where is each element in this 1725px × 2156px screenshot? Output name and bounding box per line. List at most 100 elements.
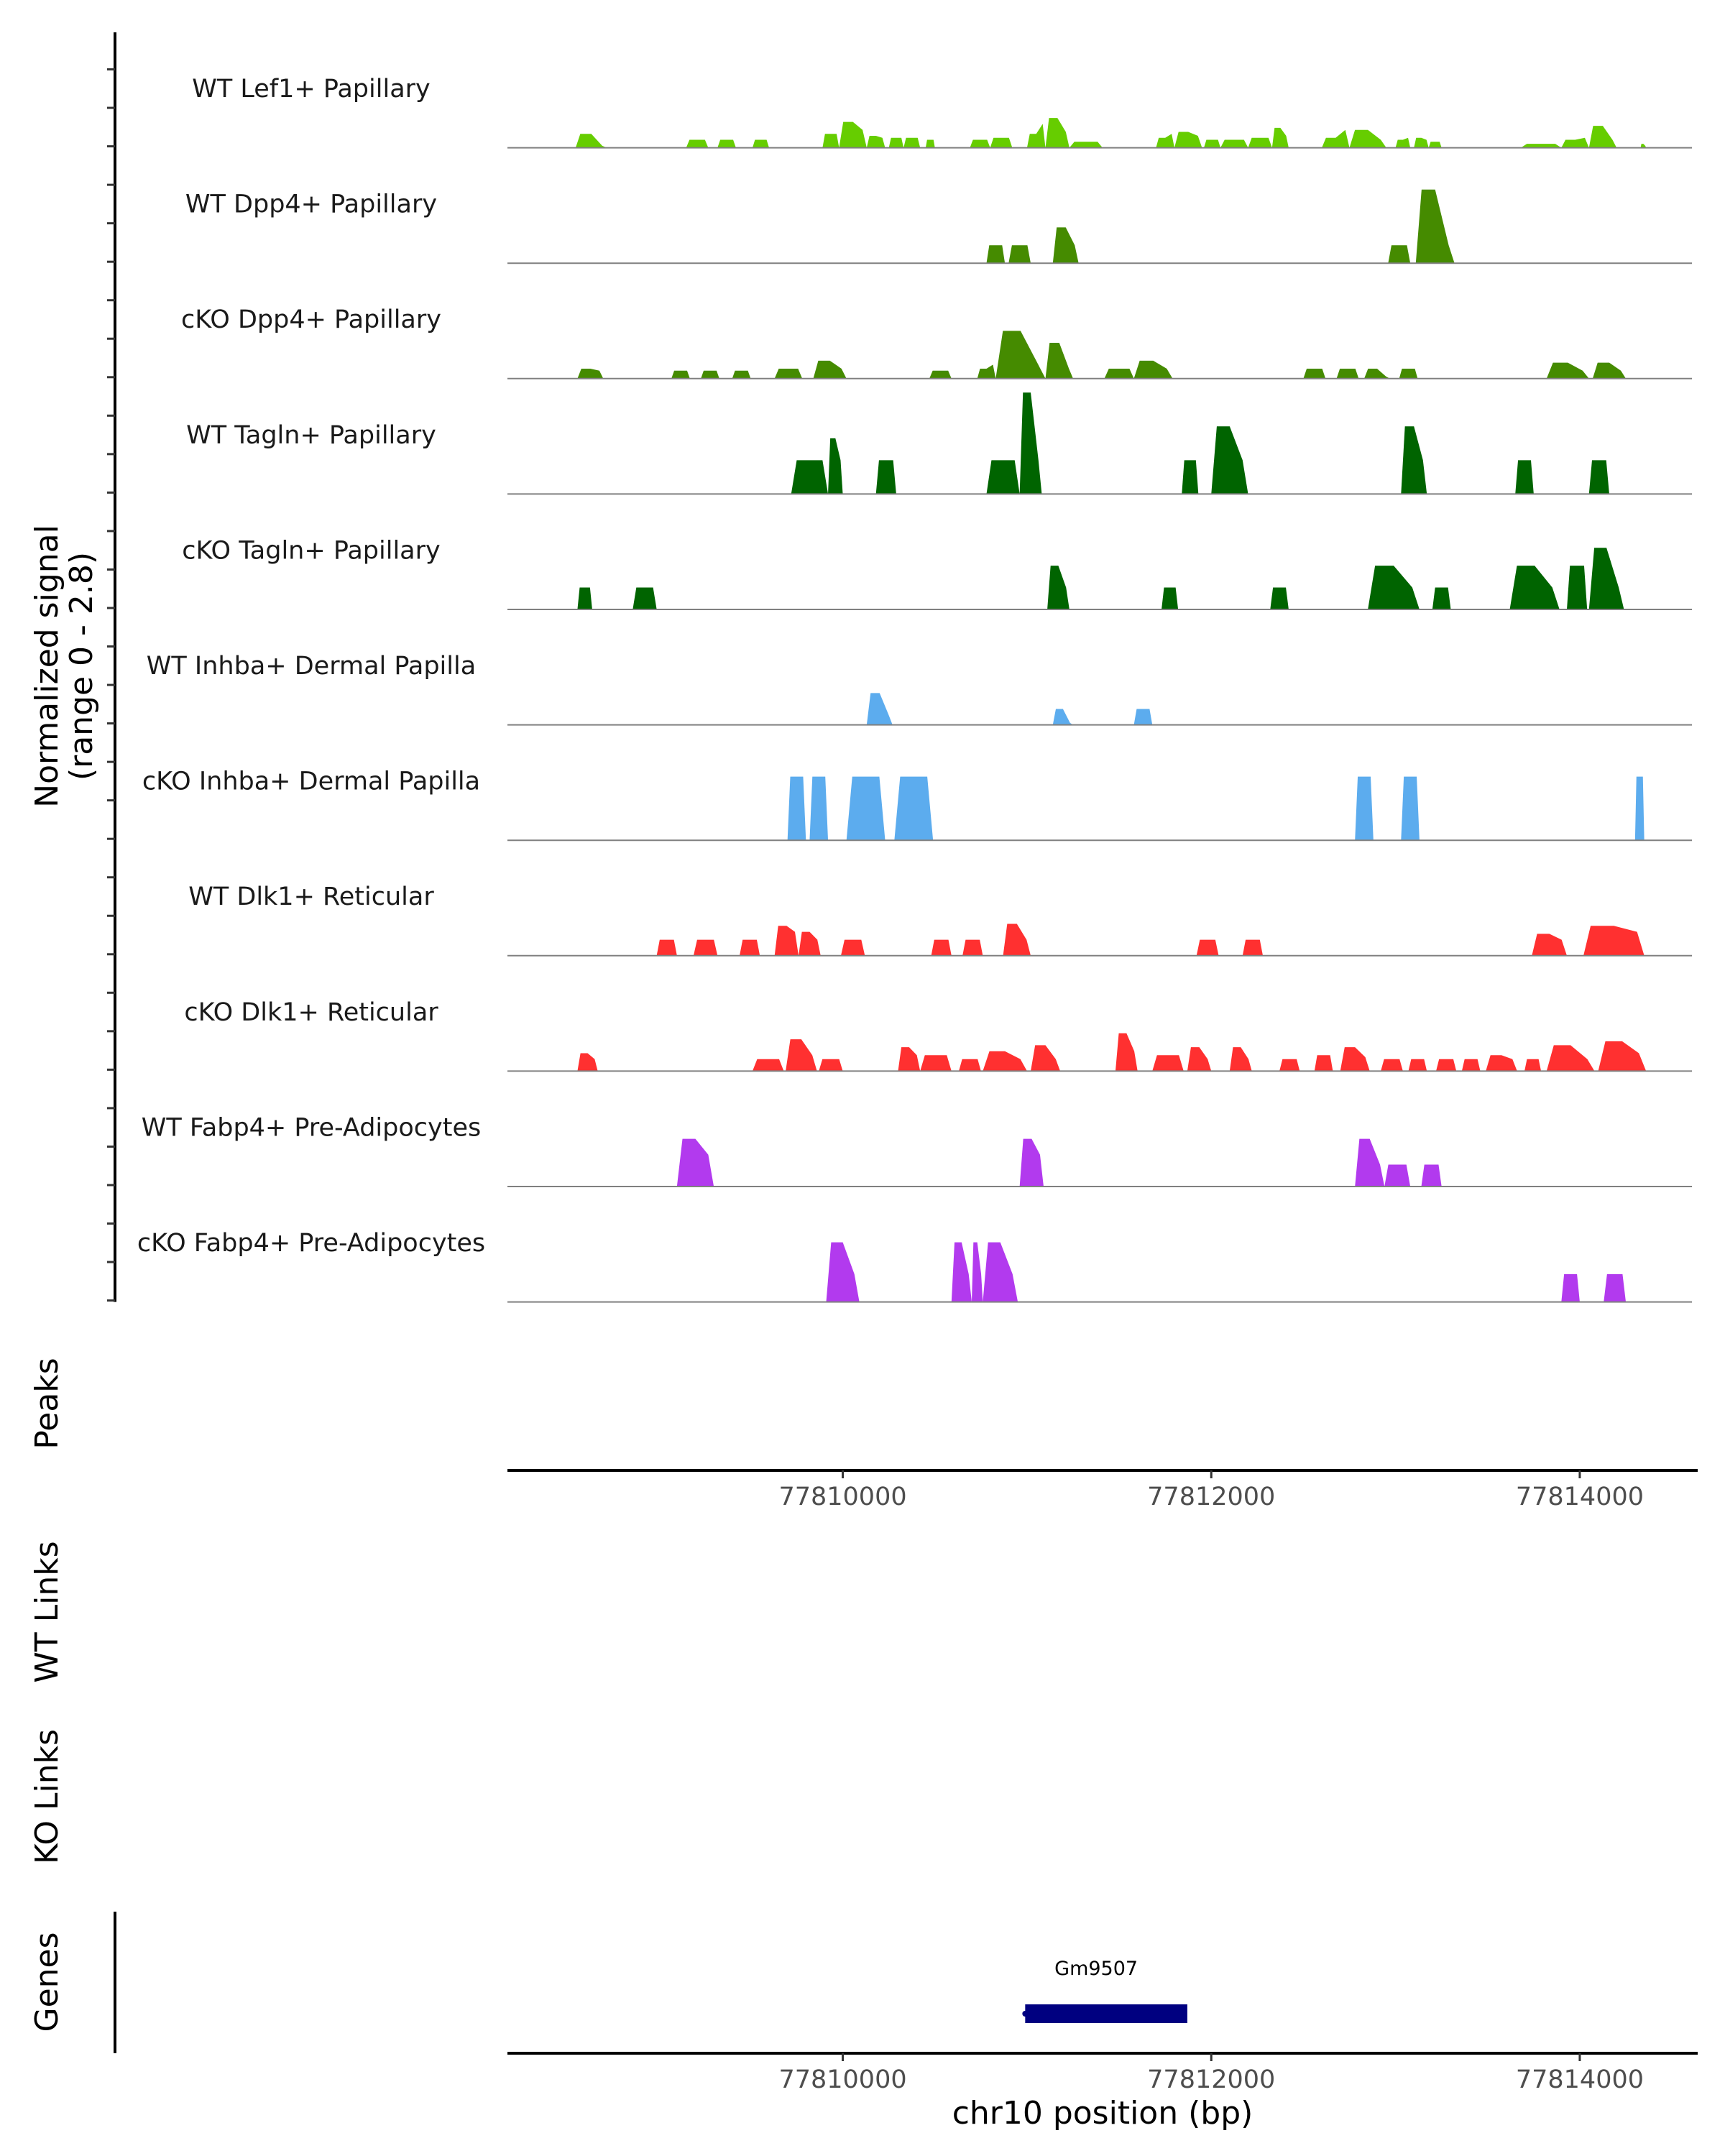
gene-label: Gm9507: [1054, 1958, 1138, 1980]
peaks-panel-label: Peaks: [29, 1358, 65, 1449]
track-label: WT Lef1+ Papillary: [192, 75, 431, 103]
signal-peak: [866, 135, 886, 148]
peaks-x-axis-ticks: 77810000 77812000 77814000: [778, 1470, 1644, 1511]
signal-peak: [1211, 426, 1248, 494]
signal-peak: [1364, 368, 1390, 379]
track-label: cKO Inhba+ Dermal Papilla: [142, 768, 480, 796]
signal-peak: [1019, 392, 1042, 494]
signal-peak: [1229, 1047, 1252, 1072]
signal-peak: [1220, 139, 1248, 148]
signal-peak: [1604, 1273, 1627, 1302]
gene-track: Gm9507: [1022, 1958, 1187, 2023]
track-label: cKO Dlk1+ Reticular: [184, 998, 438, 1027]
signal-peak: [1270, 587, 1289, 609]
signal-peak: [701, 370, 719, 379]
signal-peak: [970, 139, 990, 148]
signal-peak: [1399, 368, 1418, 379]
signal-peak: [1486, 1055, 1517, 1072]
signal-peak: [1634, 776, 1644, 841]
track-label: cKO Tagln+ Papillary: [182, 536, 441, 565]
signal-peak: [752, 139, 770, 148]
x-axis-tick-label: 77810000: [778, 1483, 906, 1511]
signal-peak: [819, 1059, 843, 1072]
signal-peak: [1435, 1059, 1457, 1072]
signal-peak: [1524, 1059, 1542, 1072]
signal-peak: [1381, 1059, 1403, 1072]
signal-peak: [1045, 118, 1070, 148]
signal-peak: [1248, 137, 1272, 148]
signal-peak: [1415, 189, 1455, 264]
signal-peak: [717, 139, 736, 148]
x-axis-tick-label: 77812000: [1147, 1483, 1275, 1511]
signal-peak: [1174, 132, 1202, 148]
signal-peak: [1052, 227, 1079, 264]
signal-peak: [1303, 368, 1326, 379]
signal-peak: [791, 460, 829, 494]
signal-peak: [813, 360, 847, 379]
signal-peak: [1592, 362, 1627, 379]
signal-peak: [929, 370, 952, 379]
signal-peak: [1401, 776, 1420, 841]
signal-peak: [1384, 1164, 1411, 1187]
signal-peak: [1115, 1033, 1138, 1072]
signal-peak: [1583, 926, 1644, 956]
track-label: WT Tagln+ Papillary: [186, 421, 436, 450]
signal-peak: [774, 926, 799, 956]
track-label: WT Dlk1+ Reticular: [188, 883, 434, 911]
signal-peak: [1368, 566, 1420, 609]
signal-peak: [1182, 460, 1199, 494]
signal-tracks: WT Lef1+ Papillary WT Dpp4+ Papillary cKO …: [137, 75, 1692, 1303]
signal-peak: [1045, 342, 1073, 379]
signal-peak: [1532, 934, 1567, 956]
track-label: WT Dpp4+ Papillary: [185, 190, 437, 219]
signal-peak: [1461, 1059, 1481, 1072]
signal-peak: [1408, 1059, 1427, 1072]
track-label: WT Inhba+ Dermal Papilla: [147, 652, 476, 681]
signal-peak: [1395, 137, 1411, 148]
signal-peak: [1052, 709, 1073, 725]
signal-peak: [986, 460, 1020, 494]
signal-peak: [1520, 144, 1562, 148]
signal-peak: [925, 139, 935, 148]
track-label: WT Fabp4+ Pre-Adipocytes: [142, 1113, 481, 1142]
signal-peak: [983, 1051, 1027, 1072]
signal-peak: [894, 776, 934, 841]
signal-peak: [1322, 129, 1350, 148]
track-wt-dpp4-papillary: WT Dpp4+ Papillary: [185, 189, 1692, 264]
signal-peak: [962, 939, 983, 956]
x-axis-tick-label: 77810000: [778, 2065, 906, 2094]
signal-peak: [931, 939, 952, 956]
track-wt-tagln-papillary: WT Tagln+ Papillary: [186, 392, 1692, 495]
signal-peak: [739, 939, 760, 956]
signal-peak: [1421, 1164, 1442, 1187]
genes-panel-label: Genes: [29, 1932, 65, 2032]
signal-peak: [971, 1242, 983, 1302]
signal-peak: [986, 245, 1006, 264]
signal-peak: [1133, 360, 1173, 379]
signal-peak: [786, 1039, 817, 1072]
y-axis-title-line-1: Normalized signal: [29, 525, 65, 808]
signal-peak: [1340, 1047, 1370, 1072]
signal-peak: [1561, 1273, 1580, 1302]
x-axis-title: chr10 position (bp): [952, 2095, 1254, 2132]
signal-peak: [577, 1053, 598, 1072]
signal-peak: [1355, 776, 1374, 841]
signal-peak: [686, 139, 709, 148]
track-wt-fabp4-pre-adipocytes: WT Fabp4+ Pre-Adipocytes: [142, 1113, 1692, 1187]
signal-peak: [1432, 587, 1451, 609]
signal-peak: [1279, 1059, 1300, 1072]
signal-peak: [866, 693, 893, 725]
signal-peak: [826, 1242, 860, 1302]
signal-peak: [787, 776, 806, 841]
signal-peak: [671, 370, 690, 379]
signal-peak: [1156, 134, 1174, 148]
signal-peak: [676, 1138, 714, 1187]
signal-peak: [888, 137, 904, 148]
track-wt-lef1-papillary: WT Lef1+ Papillary: [192, 75, 1692, 149]
genes-x-axis-ticks: 77810000 77812000 77814000: [778, 2053, 1644, 2094]
signal-peak: [977, 364, 996, 379]
track-wt-inhba-dermal-papilla: WT Inhba+ Dermal Papilla: [147, 652, 1692, 726]
signal-peak: [693, 939, 718, 956]
signal-peak: [656, 939, 677, 956]
x-axis-tick-label: 77814000: [1516, 1483, 1644, 1511]
